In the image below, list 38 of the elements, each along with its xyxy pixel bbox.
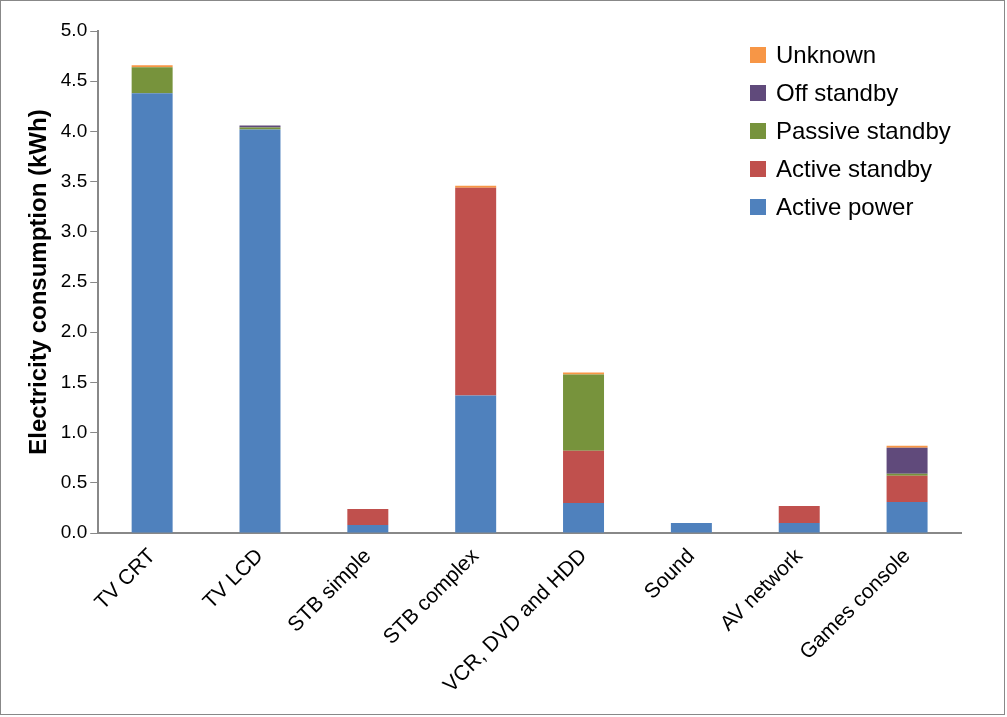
y-tick-label: 3.0 (60, 220, 88, 242)
bar (455, 187, 497, 396)
bar (563, 450, 605, 503)
y-tick-label: 5.0 (60, 19, 88, 41)
y-tick-label: 0.5 (60, 471, 88, 493)
bar (886, 473, 928, 476)
bar (239, 129, 281, 533)
legend-label: Active power (776, 192, 914, 222)
bar (347, 508, 389, 525)
bar (131, 67, 173, 94)
bar (886, 501, 928, 533)
bar (670, 522, 712, 533)
y-tick-label: 2.5 (60, 270, 88, 292)
bar (455, 395, 497, 533)
bar (563, 502, 605, 533)
y-tick-label: 1.0 (60, 420, 88, 442)
legend-label: Unknown (776, 40, 877, 70)
bar (778, 505, 820, 523)
y-tick-label: 4.5 (60, 69, 88, 91)
y-tick-label: 0.0 (60, 521, 88, 543)
bar (563, 372, 605, 375)
bar (886, 445, 928, 448)
bar (131, 93, 173, 533)
bar (886, 475, 928, 502)
bar (778, 522, 820, 533)
y-axis-title: Electricity consumption (kWh) (24, 109, 52, 455)
y-tick-label: 1.5 (60, 370, 88, 392)
bar (455, 185, 497, 188)
legend-label: Passive standby (776, 116, 951, 146)
bar (563, 374, 605, 451)
legend-label: Off standby (776, 78, 899, 108)
bar (131, 65, 173, 68)
bar (347, 525, 389, 533)
y-tick-label: 3.5 (60, 169, 88, 191)
bar (886, 447, 928, 474)
y-tick-label: 2.0 (60, 320, 88, 342)
y-tick-label: 4.0 (60, 119, 88, 141)
legend-label: Active standby (776, 154, 933, 184)
